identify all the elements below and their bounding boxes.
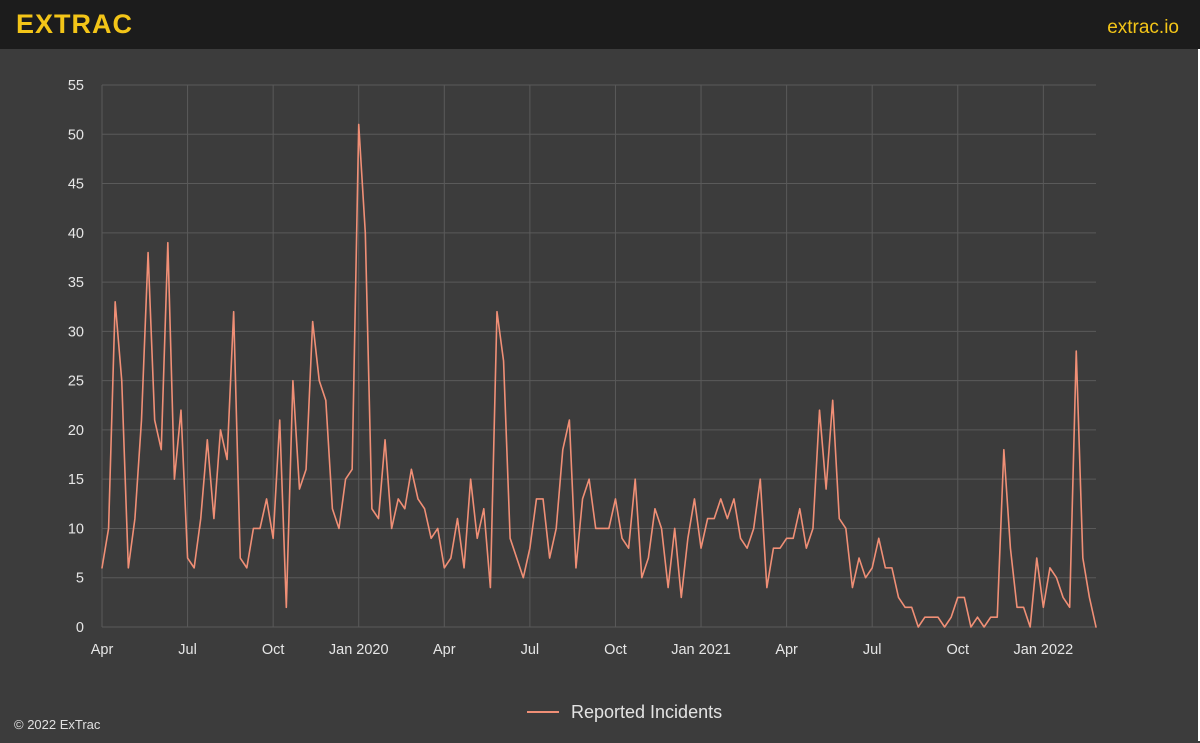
y-tick-label: 30 xyxy=(68,324,84,340)
y-tick-label: 25 xyxy=(68,374,84,390)
legend[interactable]: Reported Incidents xyxy=(527,700,722,724)
y-tick-label: 40 xyxy=(68,226,84,242)
line-chart: 0 5 10 15 20 25 30 35 40 45 50 55 Apr Jul Oct Jan 2020… xyxy=(68,78,1097,658)
x-axis-ticks: Apr Jul Oct Jan 2020 Apr Jul Oct Jan 2021 Apr Jul… xyxy=(91,642,1073,658)
x-tick-label: Oct xyxy=(946,642,969,658)
x-tick-label: Jan 2020 xyxy=(329,642,389,658)
y-tick-label: 10 xyxy=(68,521,84,537)
site-link[interactable]: extrac.io xyxy=(1107,17,1179,38)
y-tick-label: 35 xyxy=(68,275,84,291)
legend-label: Reported Incidents xyxy=(571,701,723,722)
y-tick-label: 50 xyxy=(68,127,84,143)
x-tick-label: Oct xyxy=(604,642,627,658)
horizontal-gridlines xyxy=(102,84,1096,628)
x-tick-label: Jul xyxy=(863,642,882,658)
y-tick-label: 45 xyxy=(68,177,84,193)
x-tick-label: Oct xyxy=(262,642,285,658)
y-tick-label: 5 xyxy=(76,571,84,587)
legend-swatch xyxy=(527,711,559,713)
x-tick-label: Jan 2022 xyxy=(1014,642,1074,658)
x-tick-label: Jul xyxy=(178,642,197,658)
x-tick-label: Jan 2021 xyxy=(671,642,731,658)
y-tick-label: 20 xyxy=(68,423,84,439)
header-bar: EXTRAC extrac.io xyxy=(0,0,1200,49)
y-tick-label: 15 xyxy=(68,472,84,488)
y-tick-label: 55 xyxy=(68,78,84,94)
vertical-gridlines xyxy=(101,85,1044,627)
x-tick-label: Jul xyxy=(521,642,540,658)
x-tick-label: Apr xyxy=(433,642,456,658)
y-tick-label: 0 xyxy=(76,620,84,636)
series-line-reported-incidents xyxy=(101,123,1097,628)
copyright-text: © 2022 ExTrac xyxy=(14,717,101,732)
y-axis-ticks: 0 5 10 15 20 25 30 35 40 45 50 55 xyxy=(68,78,84,636)
x-tick-label: Apr xyxy=(775,642,798,658)
brand-logo[interactable]: EXTRAC xyxy=(16,9,134,39)
chart-panel: 0 5 10 15 20 25 30 35 40 45 50 55 Apr Jul Oct Jan 2020… xyxy=(0,49,1200,741)
series-group xyxy=(101,123,1097,628)
x-tick-label: Apr xyxy=(91,642,114,658)
